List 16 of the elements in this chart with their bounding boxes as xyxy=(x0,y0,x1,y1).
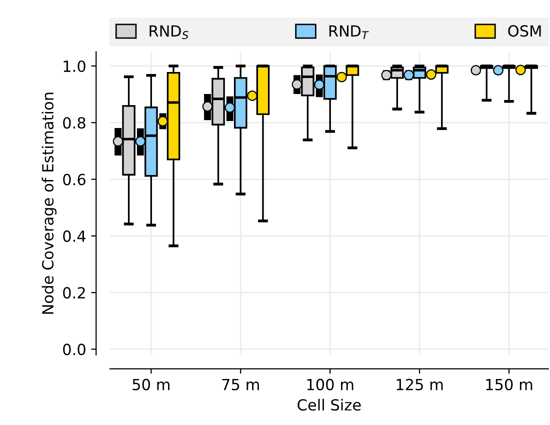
x-axis-title: Cell Size xyxy=(298,398,361,411)
x-tick-label: 150 m xyxy=(486,378,532,390)
y-tick-label: 1.0 xyxy=(64,60,86,72)
legend-label: RND$_{T}$ xyxy=(329,25,369,39)
y-tick-label: 0.6 xyxy=(63,174,86,186)
x-tick-label: 75 m xyxy=(222,378,259,390)
y-tick-label: 0.0 xyxy=(63,344,86,356)
x-tick-label: 100 m xyxy=(307,378,354,390)
y-axis-title: Node Coverage of Estimation xyxy=(42,92,57,314)
y-tick-label: 0.8 xyxy=(63,117,86,129)
y-tick-label: 0.4 xyxy=(63,230,86,242)
x-tick-label: 50 m xyxy=(132,378,170,390)
legend-label: OSM xyxy=(508,25,541,37)
y-tick-label: 0.2 xyxy=(63,287,85,299)
legend-label: RND$_{S}$ xyxy=(150,25,188,40)
x-tick-label: 125 m xyxy=(396,378,443,390)
